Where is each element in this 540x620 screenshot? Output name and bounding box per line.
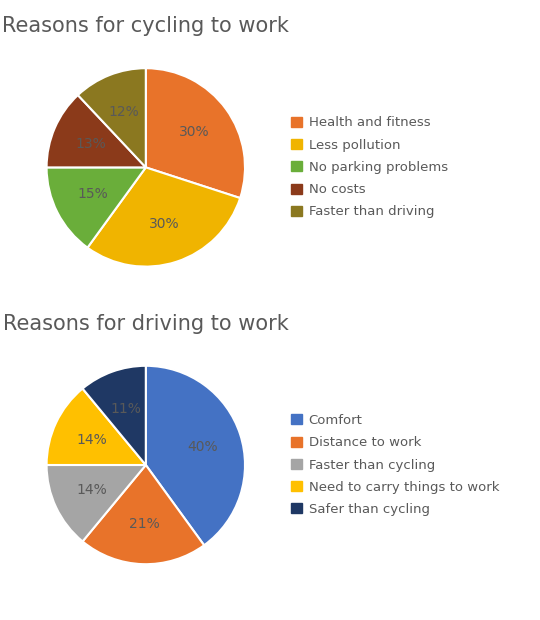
Wedge shape	[146, 366, 245, 545]
Title: Reasons for cycling to work: Reasons for cycling to work	[2, 16, 289, 37]
Text: 12%: 12%	[109, 105, 139, 119]
Title: Reasons for driving to work: Reasons for driving to work	[3, 314, 289, 334]
Text: 14%: 14%	[77, 433, 107, 446]
Wedge shape	[83, 465, 204, 564]
Text: 21%: 21%	[129, 518, 159, 531]
Text: 15%: 15%	[77, 187, 108, 202]
Text: 40%: 40%	[187, 440, 218, 454]
Legend: Health and fitness, Less pollution, No parking problems, No costs, Faster than d: Health and fitness, Less pollution, No p…	[287, 112, 451, 223]
Wedge shape	[46, 95, 146, 167]
Wedge shape	[87, 167, 240, 267]
Text: 11%: 11%	[110, 402, 141, 416]
Legend: Comfort, Distance to work, Faster than cycling, Need to carry things to work, Sa: Comfort, Distance to work, Faster than c…	[287, 410, 503, 520]
Text: 30%: 30%	[179, 125, 210, 140]
Wedge shape	[83, 366, 146, 465]
Wedge shape	[78, 68, 146, 167]
Text: 14%: 14%	[77, 484, 107, 497]
Text: 30%: 30%	[149, 217, 179, 231]
Text: 13%: 13%	[76, 137, 106, 151]
Wedge shape	[46, 465, 146, 541]
Wedge shape	[146, 68, 245, 198]
Wedge shape	[46, 167, 146, 247]
Wedge shape	[46, 389, 146, 465]
